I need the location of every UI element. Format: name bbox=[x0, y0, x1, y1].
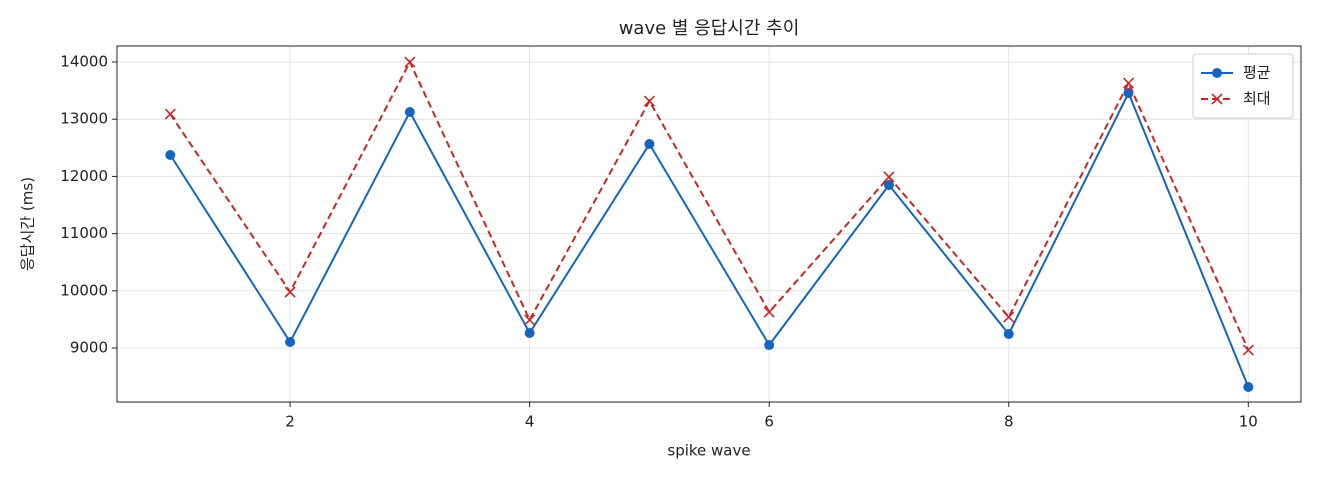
y-tick-label: 12000 bbox=[60, 167, 108, 185]
marker bbox=[883, 171, 895, 183]
marker bbox=[1003, 311, 1015, 323]
y-tick-label: 9000 bbox=[70, 339, 108, 357]
series-line bbox=[169, 90, 1250, 388]
marker bbox=[164, 108, 176, 120]
legend-label: 최대 bbox=[1243, 90, 1271, 108]
marker bbox=[404, 56, 416, 68]
x-tick-label: 10 bbox=[1239, 413, 1258, 431]
legend-label: 평균 bbox=[1243, 64, 1271, 82]
marker bbox=[524, 328, 535, 339]
marker bbox=[1243, 382, 1254, 393]
legend-marker bbox=[1212, 68, 1222, 78]
x-tick-label: 2 bbox=[285, 413, 295, 431]
marker bbox=[285, 336, 296, 347]
y-tick-label: 14000 bbox=[60, 53, 108, 71]
y-tick-label: 10000 bbox=[60, 281, 108, 299]
x-tick-label: 6 bbox=[764, 413, 774, 431]
y-tick-label: 11000 bbox=[60, 224, 108, 242]
marker bbox=[883, 179, 894, 190]
marker bbox=[1122, 77, 1135, 89]
y-axis-label: 응답시간 (ms) bbox=[19, 177, 37, 271]
x-tick-label: 8 bbox=[1004, 413, 1014, 431]
marker bbox=[524, 314, 536, 326]
y-tick-label: 13000 bbox=[60, 110, 108, 128]
marker bbox=[165, 150, 176, 161]
marker bbox=[763, 306, 775, 318]
marker bbox=[764, 340, 775, 351]
marker bbox=[644, 139, 655, 150]
marker bbox=[284, 286, 296, 298]
series-line bbox=[169, 59, 1250, 351]
x-tick-label: 4 bbox=[525, 413, 535, 431]
marker bbox=[643, 95, 655, 107]
marker bbox=[1003, 328, 1014, 339]
chart-title: wave 별 응답시간 추이 bbox=[619, 18, 800, 39]
x-axis-label: spike wave bbox=[667, 442, 750, 460]
marker bbox=[1242, 344, 1254, 356]
legend-marker bbox=[1211, 93, 1223, 105]
marker bbox=[404, 107, 415, 118]
plot-frame bbox=[116, 45, 1302, 403]
